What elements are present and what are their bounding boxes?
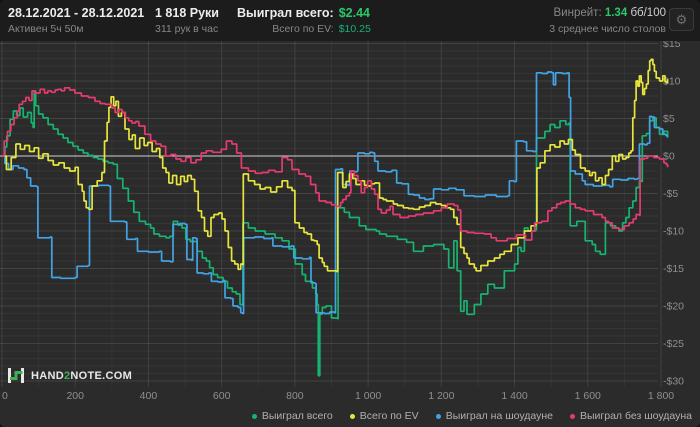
y-axis-tick-label: -$30 xyxy=(663,376,684,388)
session-stats-header: 28.12.2021 - 28.12.2021 Активен 5ч 50м 1… xyxy=(0,0,700,42)
active-time: Активен 5ч 50м xyxy=(8,23,84,35)
winnings-block: Выиграл всего: $2.44 Всего по EV: $10.25 xyxy=(237,6,371,36)
y-axis-tick-label: $15 xyxy=(663,41,681,50)
ev-total-label: Всего по EV: xyxy=(272,23,334,35)
series-total-by-ev-line xyxy=(2,58,669,273)
series-won-at-showdown-line xyxy=(2,71,669,315)
avg-tables: 3 среднее число столов xyxy=(549,23,666,35)
y-axis-tick-label: -$15 xyxy=(663,263,684,275)
hand2note-logo-icon xyxy=(8,368,24,383)
series-won-without-showdown-line xyxy=(2,86,669,242)
hands-block: 1 818 Руки 311 рук в час xyxy=(155,6,219,36)
date-range-block: 28.12.2021 - 28.12.2021 Активен 5ч 50м xyxy=(8,6,144,36)
x-axis-tick-label: 600 xyxy=(213,390,231,402)
y-axis-tick-label: $10 xyxy=(663,76,681,88)
winrate-block: Винрейт: 1.34 бб/100 3 среднее число сто… xyxy=(549,6,666,36)
x-axis-tick-label: 200 xyxy=(66,390,84,402)
legend-item-total-by-ev[interactable]: Всего по EV xyxy=(349,410,419,422)
legend-label: Выиграл на шоудауне xyxy=(445,410,553,422)
chart-legend: Выиграл всего Всего по EV Выиграл на шоуда… xyxy=(251,410,692,422)
chart-canvas[interactable]: $15 $10 $5 $0 -$5 -$10 -$15 -$20 -$25 -$30 0 200 400… xyxy=(0,41,700,427)
x-axis-tick-label: 400 xyxy=(140,390,158,402)
won-total-label: Выиграл всего: xyxy=(237,6,334,20)
y-axis-tick-label: $5 xyxy=(663,113,675,125)
y-axis-tick-label: -$5 xyxy=(663,188,678,200)
x-axis-tick-label: 0 xyxy=(2,390,8,402)
legend-label: Всего по EV xyxy=(359,410,419,422)
x-axis-tick-label: 1 600 xyxy=(575,390,601,402)
hand2note-logo: HAND2NOTE.COM xyxy=(8,368,132,383)
legend-item-won-at-showdown[interactable]: Выиграл на шоудауне xyxy=(435,410,553,422)
date-range: 28.12.2021 - 28.12.2021 xyxy=(8,6,145,20)
ev-total-value: $10.25 xyxy=(338,23,371,35)
legend-item-won-without-showdown[interactable]: Выиграл без шоудауна xyxy=(570,410,692,422)
winrate-unit: бб/100 xyxy=(630,7,666,19)
x-axis-tick-label: 1 000 xyxy=(355,390,381,402)
x-axis-tick-label: 1 400 xyxy=(501,390,527,402)
y-axis-tick-label: -$10 xyxy=(663,226,684,238)
legend-dot-icon xyxy=(435,413,441,419)
legend-dot-icon xyxy=(570,413,575,419)
y-axis-tick-label: $0 xyxy=(663,151,675,163)
legend-label: Выиграл всего xyxy=(261,410,333,422)
hand2note-logo-text: HAND2NOTE.COM xyxy=(31,369,133,382)
legend-dot-icon xyxy=(349,413,355,419)
y-axis-tick-label: -$25 xyxy=(663,338,684,350)
legend-item-total-won[interactable]: Выиграл всего xyxy=(251,410,333,422)
hands-count: 1 818 Руки xyxy=(155,6,219,20)
series-total-won-line xyxy=(2,89,669,377)
y-axis-tick-label: -$20 xyxy=(663,301,684,313)
hands-per-hour: 311 рук в час xyxy=(155,23,219,35)
x-axis-tick-label: 800 xyxy=(286,390,304,402)
x-axis-tick-label: 1 200 xyxy=(428,390,454,402)
winrate-value: 1.34 xyxy=(604,7,628,19)
gear-icon: ⚙ xyxy=(675,12,688,27)
legend-label: Выиграл без шоудауна xyxy=(580,410,692,422)
winrate-label: Винрейт: xyxy=(553,7,602,19)
legend-dot-icon xyxy=(251,413,257,419)
won-total-value: $2.44 xyxy=(338,6,370,20)
settings-button[interactable]: ⚙ xyxy=(669,8,694,31)
winnings-chart[interactable]: $15 $10 $5 $0 -$5 -$10 -$15 -$20 -$25 -$30 0 200 400… xyxy=(0,41,700,427)
x-axis-tick-label: 1 800 xyxy=(648,390,674,402)
